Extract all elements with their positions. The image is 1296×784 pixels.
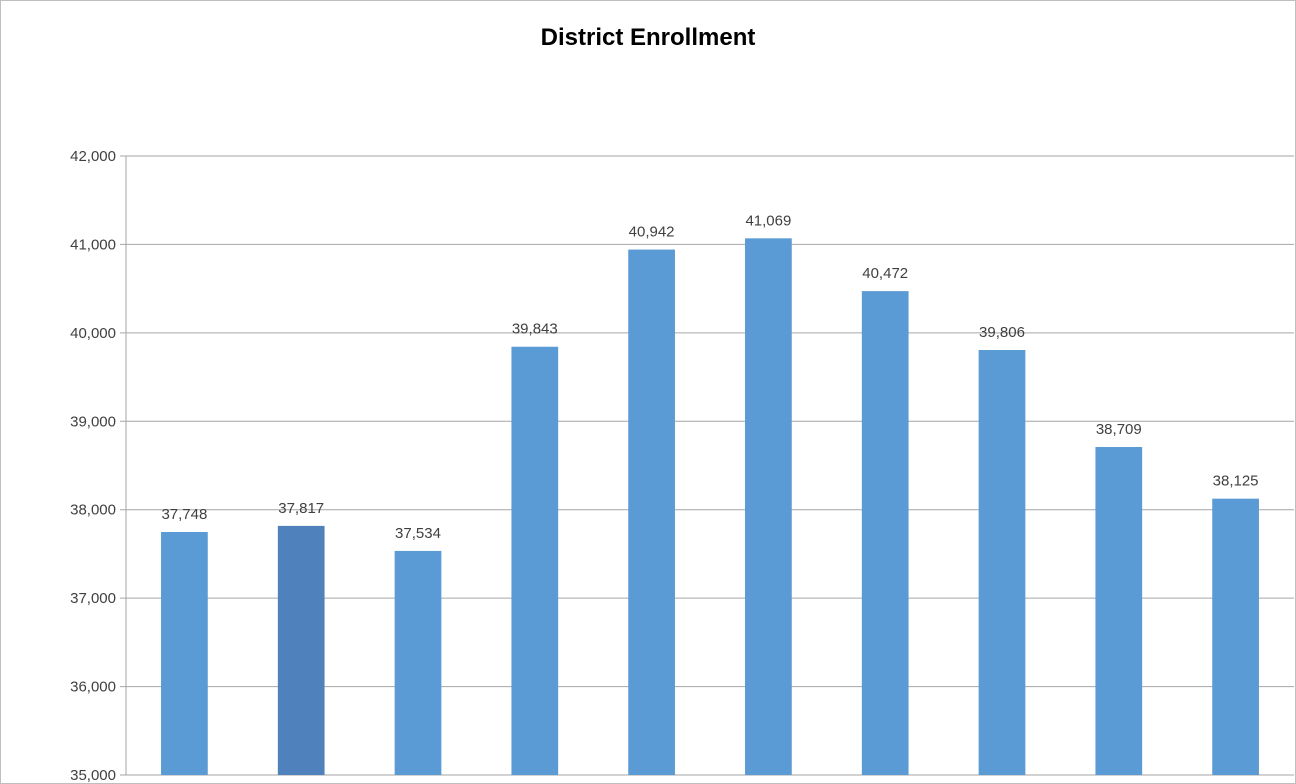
bar	[1212, 498, 1259, 775]
bar	[511, 346, 559, 775]
y-tick-label: 39,000	[70, 413, 116, 430]
data-label: 38,709	[1096, 421, 1142, 438]
bar	[1095, 447, 1143, 775]
data-label: 37,534	[395, 525, 441, 542]
y-tick-label: 41,000	[70, 236, 116, 253]
bar	[394, 550, 442, 775]
chart-title: District Enrollment	[540, 24, 756, 51]
data-label: 37,817	[278, 500, 324, 517]
y-tick-label: 38,000	[70, 502, 116, 519]
data-label: 37,748	[161, 506, 207, 523]
data-label: 39,806	[979, 324, 1025, 341]
bar	[161, 531, 208, 775]
bar	[978, 350, 1026, 775]
bar	[745, 238, 792, 775]
y-tick-label: 37,000	[70, 590, 116, 607]
data-label: 39,843	[512, 321, 558, 338]
data-label: 40,472	[862, 265, 908, 282]
y-tick-label: 35,000	[70, 767, 116, 784]
bar	[861, 291, 909, 775]
bar	[277, 525, 325, 775]
data-label: 40,942	[629, 224, 675, 241]
y-tick-label: 40,000	[70, 325, 116, 342]
data-label: 38,125	[1213, 473, 1259, 490]
y-tick-label: 36,000	[70, 679, 116, 696]
y-tick-label: 42,000	[70, 148, 116, 165]
bar	[628, 249, 675, 775]
data-label: 41,069	[745, 212, 791, 229]
